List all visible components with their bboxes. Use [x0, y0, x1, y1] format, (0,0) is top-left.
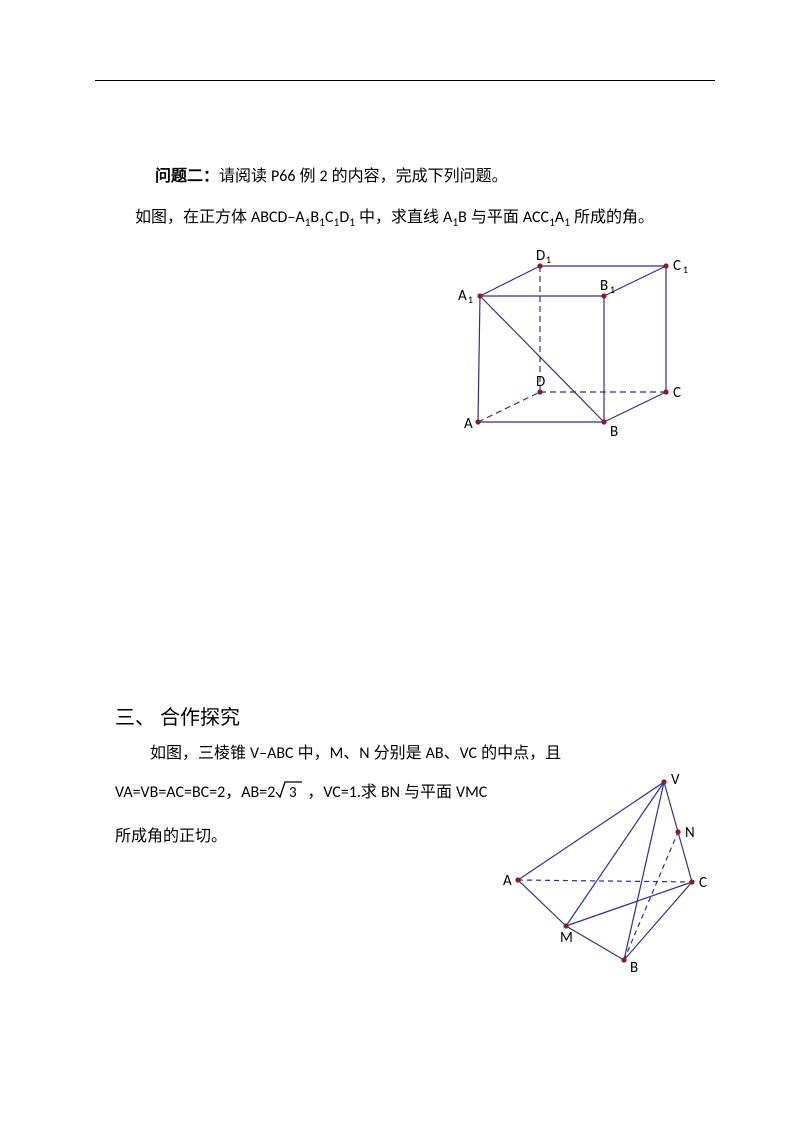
svg-text:A: A — [458, 287, 467, 305]
t: ACC — [523, 208, 549, 227]
svg-text:1: 1 — [468, 293, 473, 306]
plane: ACC1A1 — [523, 208, 570, 227]
figure-cube: ABCDA1B1C1D1 — [418, 230, 724, 445]
svg-text:B: B — [630, 959, 638, 974]
problem2-line1: 问题二：请阅读 P66 例 2 的内容，完成下列问题。 — [155, 163, 715, 192]
svg-text:D: D — [536, 373, 545, 391]
t: 中， — [294, 745, 330, 762]
t: 例 — [296, 168, 320, 185]
top-rule — [95, 80, 715, 81]
svg-text:M: M — [560, 929, 573, 947]
t: 请阅读 — [219, 168, 271, 185]
t: 如图，在正方体 — [135, 209, 251, 226]
sqrt3: 3 — [275, 779, 303, 808]
t: C — [325, 208, 334, 227]
t: D — [339, 208, 349, 227]
eq1: VA=VB=AC=BC=2 — [115, 783, 225, 802]
cube-name: ABCD–A1B1C1D1 — [251, 208, 355, 227]
svg-text:C: C — [699, 874, 707, 892]
t: 的中点，且 — [477, 745, 561, 762]
problem2-prefix: 问题二： — [155, 168, 219, 185]
svg-text:C: C — [673, 384, 681, 402]
t: ， — [303, 784, 323, 801]
svg-text:1: 1 — [546, 253, 551, 266]
svg-text:B: B — [600, 277, 608, 295]
m: M — [330, 744, 344, 763]
svg-text:1: 1 — [610, 283, 615, 296]
t: 分别是 — [370, 745, 426, 762]
t: 所成的角。 — [570, 209, 654, 226]
page: 问题二：请阅读 P66 例 2 的内容，完成下列问题。 如图，在正方体 ABCD… — [0, 0, 800, 1132]
eq2: AB=2 — [241, 783, 275, 802]
t: 如图，三棱锥 — [150, 745, 250, 762]
eq3: VC=1. — [323, 783, 361, 802]
t: B — [310, 208, 319, 227]
svg-text:D: D — [536, 247, 545, 265]
problem2-line2: 如图，在正方体 ABCD–A1B1C1D1 中，求直线 A1B 与平面 ACC1… — [135, 204, 715, 233]
t: B — [458, 208, 467, 227]
svg-text:C: C — [673, 257, 681, 275]
vc: VC — [460, 744, 477, 763]
t: 中，求直线 — [355, 209, 443, 226]
t: ABCD–A — [251, 208, 305, 227]
t: A — [555, 208, 564, 227]
t: 与平面 — [467, 209, 523, 226]
t: A — [443, 208, 452, 227]
svg-text:3: 3 — [289, 784, 297, 801]
num: 2 — [320, 167, 328, 186]
n: N — [359, 744, 369, 763]
a1b: A1B — [443, 208, 467, 227]
t: 、 — [343, 745, 359, 762]
t: 与平面 — [400, 784, 456, 801]
t: 、 — [444, 745, 460, 762]
vabc: V–ABC — [250, 744, 294, 763]
ref: P66 — [271, 167, 295, 186]
t: 求 — [361, 784, 381, 801]
t: ， — [225, 784, 241, 801]
section3-heading: 三、 合作探究 — [115, 700, 240, 736]
svg-text:A: A — [464, 415, 473, 433]
t: 的内容，完成下列问题。 — [328, 168, 508, 185]
svg-text:V: V — [671, 771, 680, 789]
ab: AB — [426, 744, 444, 763]
figure-pyramid: V N A C M B — [478, 764, 738, 974]
svg-text:B: B — [610, 423, 618, 441]
bn: BN — [381, 783, 400, 802]
svg-text:1: 1 — [683, 263, 688, 276]
svg-text:N: N — [685, 824, 695, 842]
svg-text:A: A — [503, 872, 512, 890]
